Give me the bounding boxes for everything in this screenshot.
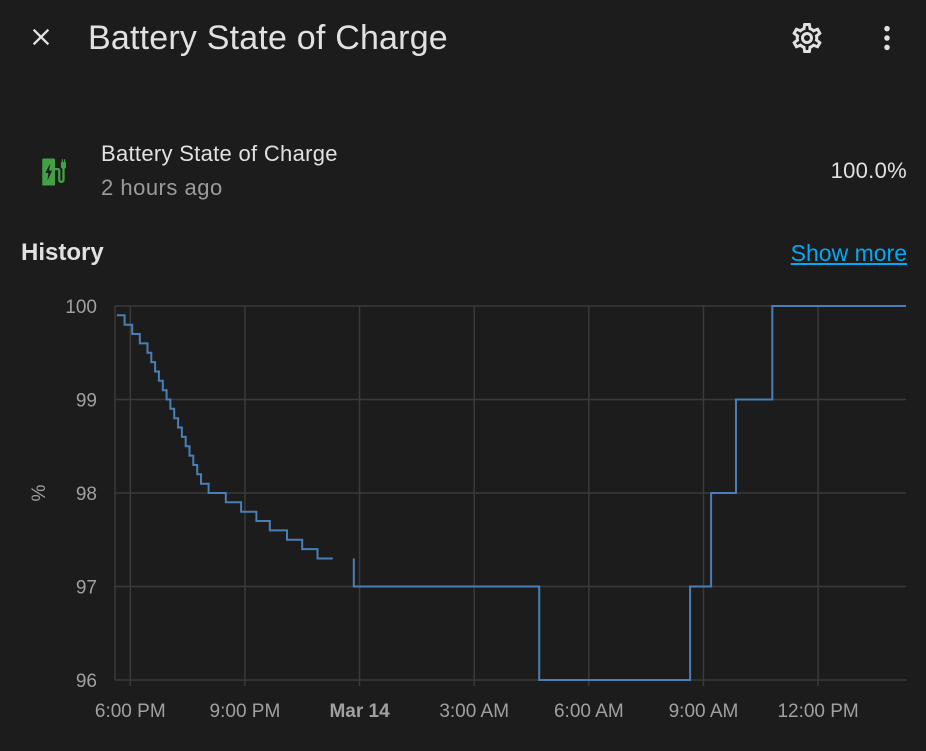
close-icon	[32, 28, 50, 46]
battery-charging-icon	[42, 158, 67, 186]
entity-value: 100.0%	[830, 158, 907, 183]
x-tick-label: Mar 14	[329, 701, 390, 722]
more-vertical-icon	[884, 25, 890, 51]
y-axis-label: %	[29, 484, 50, 501]
entity-last-changed: 2 hours ago	[101, 175, 223, 200]
gear-icon	[792, 23, 822, 53]
history-line-chart: 100 99 98 97 96 6:00 PM 9:00 PM Mar 14 3:00 AM 6:…	[29, 297, 906, 722]
close-button[interactable]	[22, 18, 60, 56]
x-tick-label: 12:00 PM	[777, 701, 858, 722]
show-more-link[interactable]: Show more	[790, 240, 907, 266]
y-tick-label: 98	[76, 484, 97, 505]
history-chart: 100 99 98 97 96 6:00 PM 9:00 PM Mar 14 3:00 AM 6:…	[0, 290, 926, 751]
x-tick-label: 6:00 PM	[95, 701, 166, 722]
series-line	[352, 305, 906, 681]
y-tick-label: 96	[76, 671, 97, 692]
history-heading: History	[21, 239, 104, 266]
series-line	[116, 314, 333, 560]
settings-button[interactable]	[786, 17, 828, 59]
y-tick-label: 99	[76, 391, 97, 412]
y-tick-label: 100	[65, 297, 97, 318]
dialog-header: Battery State of Charge	[0, 0, 926, 76]
x-tick-label: 9:00 PM	[210, 701, 281, 722]
y-tick-label: 97	[76, 578, 97, 599]
more-menu-button[interactable]	[866, 17, 908, 59]
x-tick-label: 6:00 AM	[554, 701, 624, 722]
entity-name: Battery State of Charge	[101, 141, 338, 166]
x-tick-label: 3:00 AM	[439, 701, 509, 722]
dialog-title: Battery State of Charge	[88, 19, 448, 57]
x-tick-label: 9:00 AM	[669, 701, 739, 722]
entity-state-row: Battery State of Charge 2 hours ago 100.…	[0, 130, 926, 210]
